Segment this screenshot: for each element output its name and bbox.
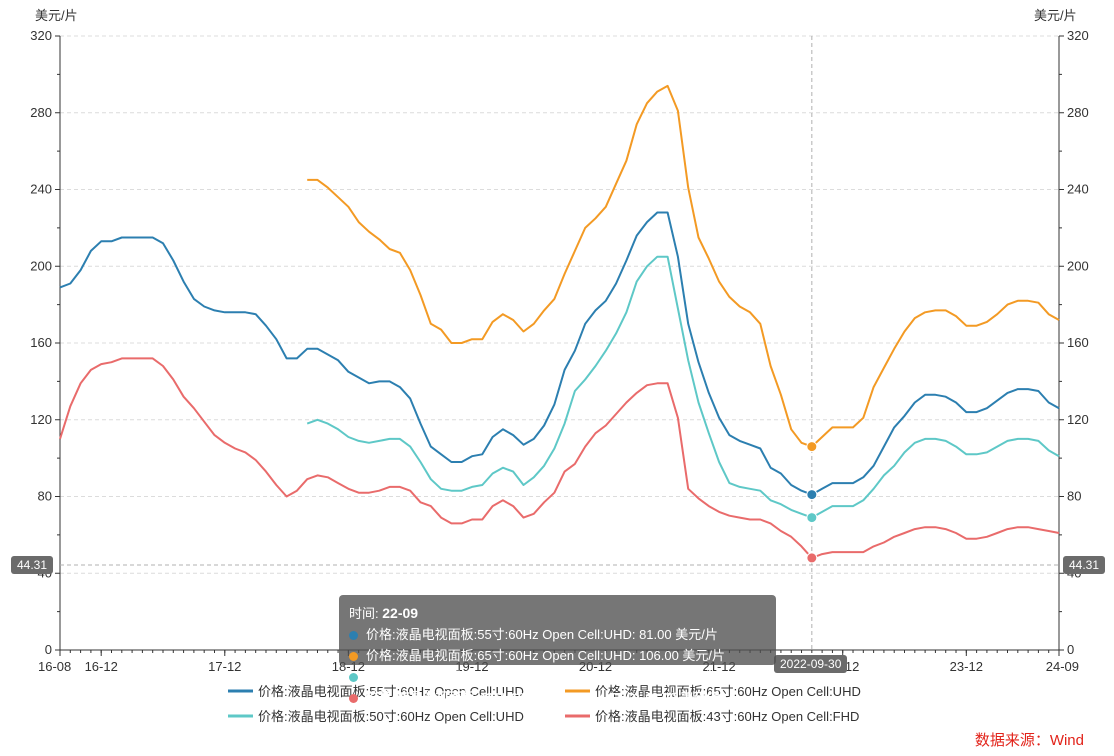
- y-tick-label: 0: [1067, 642, 1074, 657]
- series-line: [307, 84, 1060, 448]
- x-tick-label: 24-09: [1046, 659, 1079, 674]
- tooltip-title-label: 时间:: [349, 606, 379, 621]
- y-tick-label: 240: [1067, 182, 1089, 197]
- y-tick-label: 120: [1067, 412, 1089, 427]
- tooltip-row: 价格:液晶电视面板:50寸:60Hz Open Cell:UHD: 69.00 …: [349, 666, 766, 687]
- x-tick-label: 23-12: [950, 659, 983, 674]
- y-tick-label: 320: [1067, 28, 1089, 43]
- highlight-point: [806, 489, 818, 501]
- legend-label: 价格:液晶电视面板:43寸:60Hz Open Cell:FHD: [595, 709, 859, 724]
- legend-label: 价格:液晶电视面板:65寸:60Hz Open Cell:UHD: [595, 684, 861, 699]
- x-tick-label: 16-12: [85, 659, 118, 674]
- highlight-point: [806, 441, 818, 453]
- legend-item[interactable]: 价格:液晶电视面板:50寸:60Hz Open Cell:UHD: [228, 709, 524, 724]
- y-tick-label: 320: [30, 28, 52, 43]
- series-line: [59, 357, 1060, 559]
- series-lines: [59, 84, 1060, 559]
- y-tick-label: 280: [30, 105, 52, 120]
- series-dot-icon: [349, 631, 358, 641]
- y-tick-label: 80: [38, 489, 52, 504]
- tooltip-row: 价格:液晶电视面板:55寸:60Hz Open Cell:UHD: 81.00 …: [349, 624, 766, 645]
- tooltip-row: 价格:液晶电视面板:65寸:60Hz Open Cell:UHD: 106.00…: [349, 645, 766, 666]
- highlight-point: [806, 512, 818, 524]
- legend-item[interactable]: 价格:液晶电视面板:55寸:60Hz Open Cell:UHD: [228, 684, 524, 699]
- y-tick-label: 0: [45, 642, 52, 657]
- tooltip: 时间: 22-09 价格:液晶电视面板:55寸:60Hz Open Cell:U…: [339, 595, 776, 705]
- series-dot-icon: [349, 673, 358, 683]
- right-axis-unit: 美元/片: [1034, 8, 1077, 23]
- y-tick-label: 120: [30, 412, 52, 427]
- grid-lines: [60, 35, 1059, 574]
- data-source: 数据来源：Wind: [974, 732, 1084, 749]
- tooltip-row: 价格:液晶电视面板:43寸:60Hz Open Cell:FHD: 48.00 …: [349, 687, 766, 708]
- y-tick-label: 80: [1067, 489, 1081, 504]
- axes: 0040408080120120160160200200240240280280…: [30, 28, 1088, 674]
- crosshair-x-label: 2022-09-30: [774, 655, 848, 673]
- legend[interactable]: 价格:液晶电视面板:55寸:60Hz Open Cell:UHD 价格:液晶电视面…: [228, 684, 861, 724]
- y-tick-label: 280: [1067, 105, 1089, 120]
- x-tick-label: 17-12: [208, 659, 241, 674]
- legend-item[interactable]: 价格:液晶电视面板:43寸:60Hz Open Cell:FHD: [565, 709, 859, 724]
- highlight-point: [806, 552, 818, 564]
- x-tick-label: 16-08: [38, 659, 71, 674]
- crosshair-y-label-right: 44.31: [1063, 556, 1106, 574]
- legend-label: 价格:液晶电视面板:55寸:60Hz Open Cell:UHD: [258, 684, 524, 699]
- legend-item[interactable]: 价格:液晶电视面板:65寸:60Hz Open Cell:UHD: [565, 684, 861, 699]
- legend-label: 价格:液晶电视面板:50寸:60Hz Open Cell:UHD: [258, 709, 524, 724]
- series-dot-icon: [349, 694, 358, 704]
- y-tick-label: 200: [30, 258, 52, 273]
- series-line: [306, 255, 1060, 519]
- y-tick-label: 240: [30, 182, 52, 197]
- tooltip-title-value: 22-09: [382, 605, 419, 621]
- y-tick-label: 160: [1067, 335, 1089, 350]
- tooltip-title: 时间: 22-09: [349, 603, 766, 624]
- y-tick-label: 160: [30, 335, 52, 350]
- crosshair-y-label-left: 44.31: [11, 556, 54, 574]
- series-line: [59, 211, 1060, 496]
- left-axis-unit: 美元/片: [35, 8, 78, 23]
- crosshair: [60, 36, 1059, 650]
- series-dot-icon: [349, 652, 358, 662]
- y-tick-label: 200: [1067, 258, 1089, 273]
